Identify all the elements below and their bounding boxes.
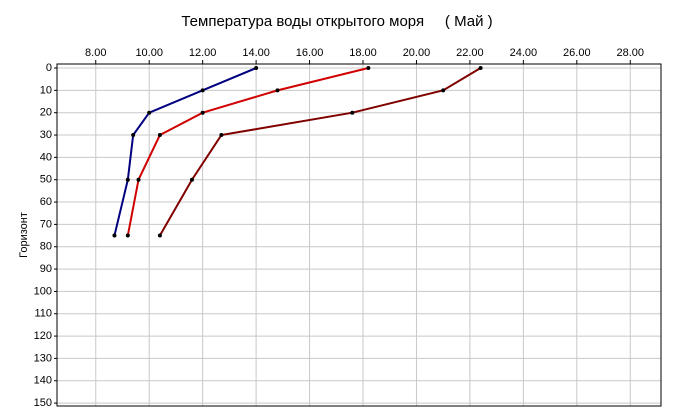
data-point bbox=[136, 177, 141, 182]
series-line bbox=[126, 67, 369, 236]
x-tick-label: 12.00 bbox=[189, 47, 217, 59]
y-tick-label: 140 bbox=[34, 375, 52, 387]
y-tick-label: 130 bbox=[34, 352, 52, 364]
data-point bbox=[350, 110, 355, 115]
y-tick-label: 10 bbox=[40, 84, 52, 96]
data-point bbox=[125, 233, 130, 238]
data-point bbox=[112, 233, 117, 238]
data-point bbox=[125, 177, 130, 182]
y-tick-label: 90 bbox=[40, 263, 52, 275]
x-tick-label: 22.00 bbox=[456, 47, 484, 59]
y-tick-label: 60 bbox=[40, 196, 52, 208]
data-point bbox=[189, 177, 194, 182]
y-tick-label: 70 bbox=[40, 218, 52, 230]
data-point bbox=[275, 88, 280, 93]
data-point bbox=[157, 233, 162, 238]
y-tick-label: 0 bbox=[46, 62, 52, 74]
y-tick-label: 20 bbox=[40, 107, 52, 119]
data-point bbox=[200, 88, 205, 93]
y-axis-label: Горизонт bbox=[18, 212, 30, 258]
y-tick-label: 30 bbox=[40, 129, 52, 141]
y-tick-label: 110 bbox=[34, 308, 52, 320]
data-point bbox=[254, 66, 259, 71]
data-point bbox=[147, 110, 152, 115]
data-point bbox=[157, 133, 162, 138]
x-tick-label: 8.00 bbox=[85, 47, 106, 59]
series-line bbox=[113, 67, 257, 236]
x-tick-label: 14.00 bbox=[242, 47, 270, 59]
x-tick-label: 26.00 bbox=[563, 47, 591, 59]
x-tick-label: 18.00 bbox=[349, 47, 377, 59]
data-point bbox=[366, 66, 371, 71]
series-line bbox=[159, 67, 482, 237]
data-point bbox=[478, 66, 483, 71]
y-tick-label: 80 bbox=[40, 241, 52, 253]
x-tick-label: 10.00 bbox=[135, 47, 163, 59]
y-tick-label: 150 bbox=[34, 397, 52, 409]
data-point bbox=[219, 133, 224, 138]
data-point bbox=[200, 110, 205, 115]
x-tick-label: 16.00 bbox=[296, 47, 324, 59]
chart-title: Температура воды открытого моря ( Май ) bbox=[181, 13, 492, 30]
x-tick-label: 28.00 bbox=[616, 47, 644, 59]
y-tick-label: 100 bbox=[34, 285, 52, 297]
data-point bbox=[131, 133, 136, 138]
y-tick-label: 120 bbox=[34, 330, 52, 342]
data-point bbox=[441, 88, 446, 93]
y-tick-label: 50 bbox=[40, 174, 52, 186]
plot-frame bbox=[56, 63, 662, 407]
x-tick-label: 20.00 bbox=[403, 47, 431, 59]
y-tick-label: 40 bbox=[40, 151, 52, 163]
x-tick-label: 24.00 bbox=[510, 47, 538, 59]
